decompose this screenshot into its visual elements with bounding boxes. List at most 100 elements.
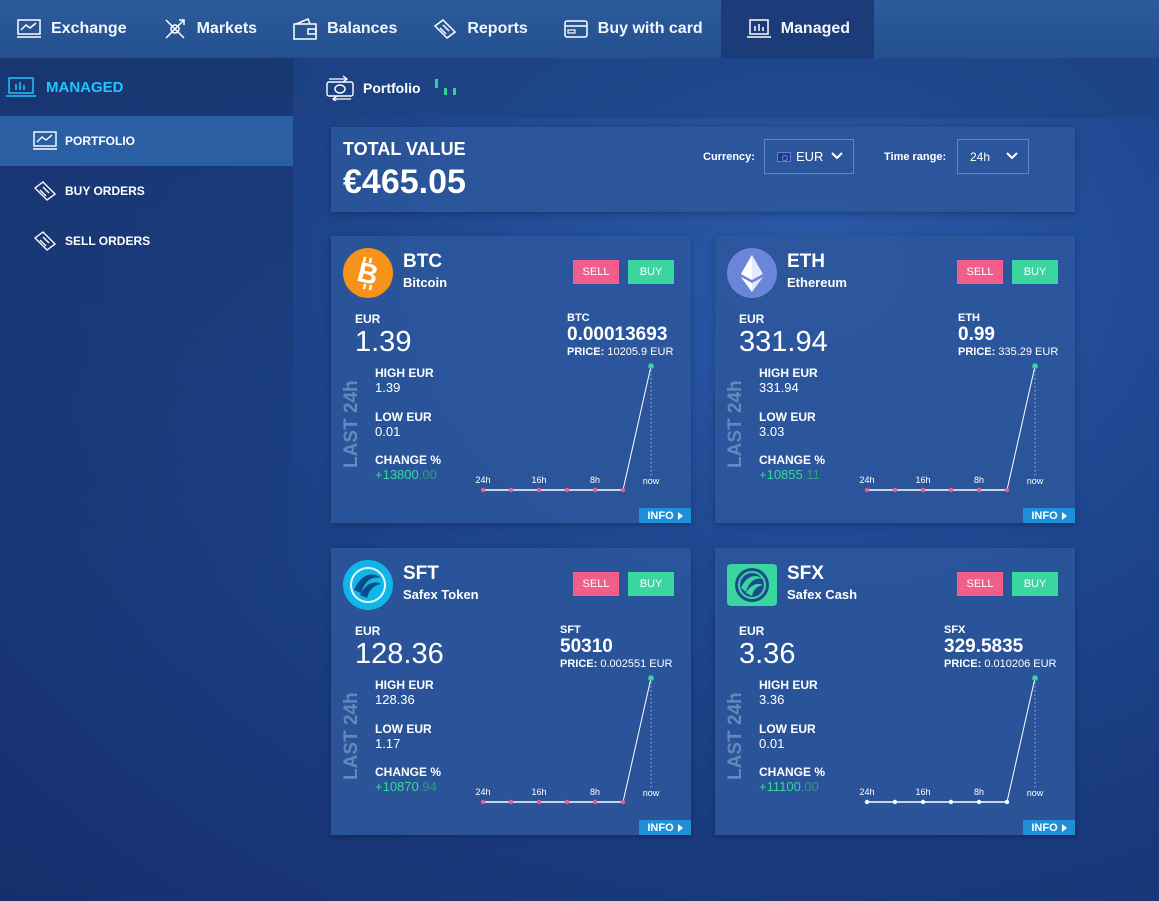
sidebar-item-portfolio[interactable]: PORTFOLIO: [0, 116, 293, 166]
price-line: PRICE: 335.29 EUR: [958, 346, 1058, 358]
nav-buy-with-card[interactable]: Buy with card: [546, 0, 721, 58]
page-subheader: Portfolio: [293, 58, 1159, 118]
page-title: Portfolio: [363, 80, 421, 96]
amount-label: SFX: [944, 624, 966, 636]
amount-label: ETH: [958, 312, 980, 324]
nav-managed-label: Managed: [780, 20, 851, 37]
buy-button[interactable]: BUY: [628, 260, 674, 284]
sparkline-axis-label: 16h: [531, 475, 546, 485]
sparkline-point: [976, 799, 982, 805]
change-value: +10870.94: [375, 779, 437, 794]
sparkline-point: [508, 487, 514, 493]
last-24h-label: LAST 24h: [341, 692, 362, 780]
sparkline-axis-label: now: [1027, 476, 1044, 486]
ethereum-logo: [727, 248, 777, 298]
sparkline-point: [592, 799, 598, 805]
price-label: PRICE:: [958, 346, 996, 358]
sparkline-point: [1032, 363, 1038, 369]
change-decimals: .11: [802, 467, 820, 482]
top-nav: Exchange Markets Balances Reports Buy wi…: [0, 0, 1159, 58]
sparkline-point: [508, 799, 514, 805]
low-value: 0.01: [759, 736, 785, 751]
sparkline-point: [948, 799, 954, 805]
price-value: 0.010206 EUR: [984, 658, 1057, 670]
info-button[interactable]: INFO: [1023, 820, 1075, 835]
change-main: +13800: [375, 467, 419, 482]
price-label: PRICE:: [560, 658, 598, 670]
high-label: HIGH EUR: [375, 366, 434, 380]
price-label: PRICE:: [567, 346, 605, 358]
amount-label: SFT: [560, 624, 581, 636]
sparkline-point: [892, 487, 898, 493]
nav-balances[interactable]: Balances: [275, 0, 415, 58]
change-main: +11100: [759, 779, 801, 794]
currency-value: EUR: [796, 149, 824, 164]
time-range-select[interactable]: 24h: [957, 139, 1029, 174]
managed-icon: [746, 19, 771, 38]
sidebar-item-sell-orders[interactable]: SELL ORDERS: [0, 216, 293, 266]
sidebar-item-label: PORTFOLIO: [65, 134, 135, 148]
sell-button[interactable]: SELL: [573, 572, 619, 596]
sparkline-point: [620, 799, 626, 805]
sell-button[interactable]: SELL: [573, 260, 619, 284]
sparkline-point: [536, 799, 542, 805]
info-label: INFO: [1031, 821, 1058, 834]
eur-value: 3.36: [739, 638, 796, 670]
sidebar-item-buy-orders[interactable]: BUY ORDERS: [0, 166, 293, 216]
sparkline-point: [648, 675, 654, 681]
buy-button[interactable]: BUY: [1012, 260, 1058, 284]
sell-button[interactable]: SELL: [957, 572, 1003, 596]
coin-symbol: SFX: [787, 563, 824, 584]
nav-reports[interactable]: Reports: [415, 0, 545, 58]
info-label: INFO: [647, 509, 674, 522]
sparkline-point: [920, 799, 926, 805]
managed-icon: [6, 77, 36, 97]
eur-value: 1.39: [355, 326, 412, 358]
high-value: 1.39: [375, 380, 401, 395]
sparkline-axis-label: 8h: [590, 787, 600, 797]
info-button[interactable]: INFO: [639, 508, 691, 523]
nav-exchange[interactable]: Exchange: [0, 0, 145, 58]
sparkline-point: [948, 487, 954, 493]
low-value: 3.03: [759, 424, 785, 439]
change-value: +10855.11: [759, 467, 820, 482]
nav-markets[interactable]: Markets: [145, 0, 275, 58]
safex-token-logo: [343, 560, 393, 610]
sparkline-point: [564, 799, 570, 805]
chevron-down-icon: [1006, 152, 1018, 160]
sparkline-axis-label: now: [643, 788, 660, 798]
currency-select[interactable]: EUR: [764, 139, 854, 174]
sparkline-chart: 24h 16h 8h now: [859, 363, 1044, 493]
buy-button[interactable]: BUY: [1012, 572, 1058, 596]
sidebar-heading-label: MANAGED: [46, 78, 124, 96]
price-value: 0.002551 EUR: [600, 658, 673, 670]
nav-balances-label: Balances: [327, 20, 398, 37]
activity-indicator: [434, 79, 462, 97]
eur-label: EUR: [739, 624, 765, 638]
nav-buy-with-card-label: Buy with card: [597, 20, 703, 37]
total-value-label: TOTAL VALUE: [343, 139, 466, 159]
total-value-panel: TOTAL VALUE €465.05 Currency: EUR Time r…: [331, 127, 1075, 212]
low-label: LOW EUR: [375, 722, 432, 736]
change-decimals: .94: [418, 779, 437, 794]
sell-button[interactable]: SELL: [957, 260, 1003, 284]
sparkline-point: [480, 487, 486, 493]
coin-name: Safex Cash: [787, 587, 858, 602]
buy-button[interactable]: BUY: [628, 572, 674, 596]
info-button[interactable]: INFO: [1023, 508, 1075, 523]
time-range-value: 24h: [970, 149, 991, 164]
change-main: +10870: [375, 779, 419, 794]
sparkline-axis-label: 24h: [859, 787, 874, 797]
coin-card-sfx: SFX Safex Cash SELL BUY EUR 3.36 SFX 329…: [715, 548, 1075, 835]
nav-managed[interactable]: Managed: [720, 0, 875, 58]
sparkline-point: [920, 487, 926, 493]
currency-label: Currency:: [703, 151, 755, 163]
sparkline-axis-label: 16h: [915, 787, 930, 797]
coin-card-eth: ETH Ethereum SELL BUY EUR 331.94 ETH 0.9…: [715, 236, 1075, 523]
sparkline-point: [620, 487, 626, 493]
info-button[interactable]: INFO: [639, 820, 691, 835]
change-label: CHANGE %: [375, 453, 442, 467]
last-24h-label: LAST 24h: [725, 692, 746, 780]
amount-value: 50310: [560, 636, 613, 657]
eu-flag-icon: [777, 151, 791, 162]
